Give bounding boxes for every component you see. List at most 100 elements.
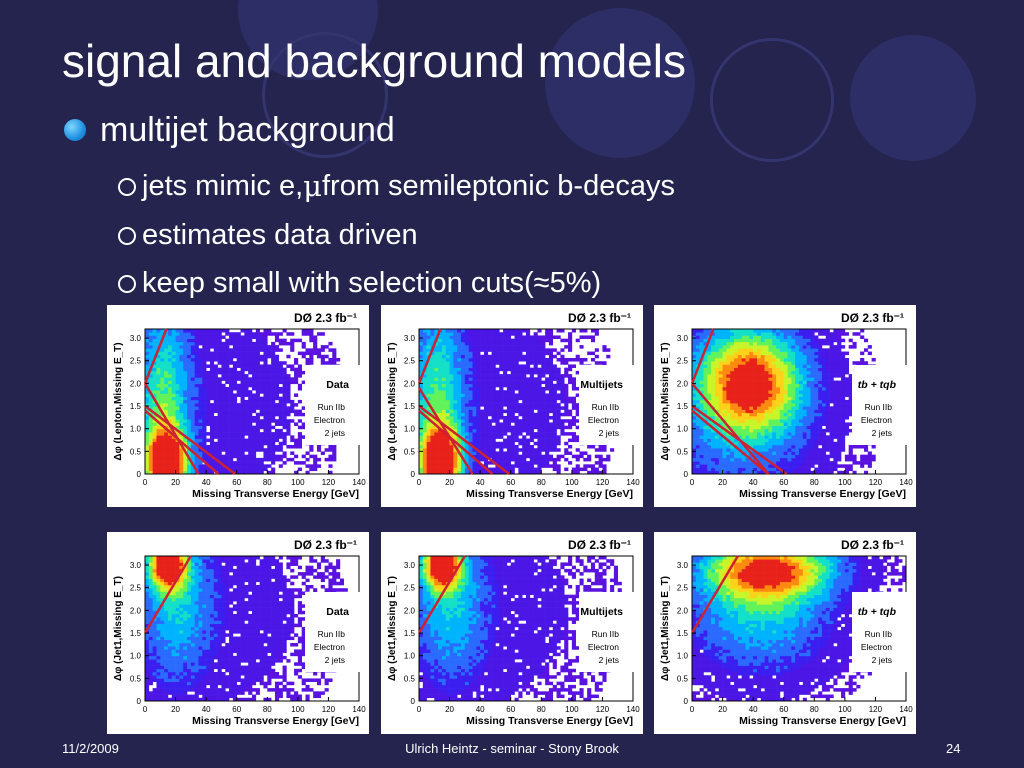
histogram-bin bbox=[476, 428, 481, 433]
histogram-bin bbox=[457, 457, 462, 462]
histogram-bin bbox=[179, 409, 184, 414]
histogram-bin bbox=[194, 425, 199, 430]
histogram-bin bbox=[768, 406, 773, 410]
histogram-bin bbox=[263, 341, 268, 346]
histogram-bin bbox=[274, 409, 280, 414]
histogram-bin bbox=[503, 370, 508, 375]
histogram-bin bbox=[518, 377, 523, 381]
histogram-bin bbox=[575, 425, 580, 430]
histogram-bin bbox=[472, 461, 477, 465]
histogram-bin bbox=[714, 374, 720, 378]
histogram-bin bbox=[221, 419, 226, 423]
histogram-bin bbox=[449, 361, 454, 365]
histogram-bin bbox=[156, 367, 161, 372]
histogram-bin bbox=[699, 377, 704, 381]
histogram-bin bbox=[213, 428, 218, 433]
histogram-bin bbox=[564, 374, 569, 378]
histogram-bin bbox=[707, 348, 712, 352]
histogram-bin bbox=[718, 341, 723, 346]
histogram-bin bbox=[776, 367, 781, 372]
histogram-bin bbox=[267, 454, 272, 459]
histogram-bin bbox=[187, 335, 192, 339]
histogram-bin bbox=[240, 406, 245, 410]
histogram-bin bbox=[263, 422, 268, 426]
histogram-bin bbox=[783, 467, 788, 472]
histogram-bin bbox=[730, 393, 735, 397]
histogram-bin bbox=[718, 409, 723, 414]
histogram-bin bbox=[202, 441, 207, 446]
histogram-bin bbox=[263, 396, 268, 401]
histogram-bin bbox=[171, 409, 176, 414]
histogram-bin bbox=[236, 351, 241, 356]
histogram-bin bbox=[297, 432, 302, 436]
histogram-bin bbox=[225, 387, 230, 391]
histogram-bin bbox=[167, 358, 173, 362]
histogram-bin bbox=[468, 390, 473, 394]
histogram-bin bbox=[419, 364, 424, 368]
histogram-bin bbox=[225, 403, 230, 407]
histogram-bin bbox=[457, 358, 462, 362]
histogram-bin bbox=[445, 393, 450, 397]
histogram-bin bbox=[148, 438, 153, 443]
histogram-bin bbox=[487, 445, 492, 449]
histogram-bin bbox=[229, 464, 234, 468]
histogram-bin bbox=[756, 416, 762, 420]
histogram-bin bbox=[776, 416, 781, 420]
histogram-bin bbox=[278, 341, 283, 346]
histogram-bin bbox=[776, 412, 781, 417]
histogram-bin bbox=[430, 454, 435, 459]
histogram-bin bbox=[734, 338, 739, 343]
histogram-bin bbox=[707, 361, 712, 365]
histogram-bin bbox=[506, 464, 512, 468]
histogram-bin bbox=[483, 354, 489, 359]
histogram-bin bbox=[164, 457, 169, 462]
histogram-bin bbox=[779, 374, 785, 378]
histogram-bin bbox=[779, 445, 785, 449]
cut-line bbox=[417, 328, 442, 384]
histogram-bin bbox=[730, 396, 735, 401]
histogram-bin bbox=[305, 464, 310, 468]
histogram-bin bbox=[209, 412, 215, 417]
histogram-bin bbox=[464, 412, 469, 417]
histogram-bin bbox=[541, 351, 546, 356]
histogram-bin bbox=[764, 354, 769, 359]
histogram-bin bbox=[263, 406, 268, 410]
histogram-bin bbox=[164, 364, 169, 368]
histogram-bin bbox=[271, 399, 276, 404]
histogram-bin bbox=[510, 432, 515, 436]
histogram-bin bbox=[692, 428, 697, 433]
histogram-bin bbox=[491, 403, 496, 407]
histogram-bin bbox=[244, 419, 249, 423]
histogram-bin bbox=[252, 457, 257, 462]
histogram-bin bbox=[225, 470, 230, 475]
histogram-bin bbox=[741, 370, 746, 375]
histogram-bin bbox=[179, 412, 184, 417]
histogram-bin bbox=[183, 354, 188, 359]
histogram-bin bbox=[171, 448, 176, 452]
histogram-bin bbox=[541, 393, 546, 397]
histogram-bin bbox=[699, 457, 704, 462]
histogram-bin bbox=[167, 393, 173, 397]
histogram-bin bbox=[229, 448, 234, 452]
decorative-ring bbox=[710, 38, 834, 162]
histogram-bin bbox=[244, 364, 249, 368]
histogram-bin bbox=[722, 464, 727, 468]
histogram-bin bbox=[548, 393, 554, 397]
histogram-bin bbox=[271, 451, 276, 455]
histogram-bin bbox=[236, 377, 241, 381]
histogram-bin bbox=[476, 348, 481, 352]
histogram-bin bbox=[267, 399, 272, 404]
histogram-bin bbox=[571, 467, 576, 472]
histogram-bin bbox=[263, 345, 268, 349]
histogram-bin bbox=[749, 396, 754, 401]
histogram-bin bbox=[313, 338, 318, 343]
histogram-bin bbox=[571, 329, 576, 333]
cut-line bbox=[418, 409, 494, 475]
decorative-circle bbox=[850, 35, 976, 161]
histogram-bin bbox=[783, 403, 788, 407]
histogram-bin bbox=[480, 367, 485, 372]
histogram-bin bbox=[148, 348, 153, 352]
histogram-bin bbox=[795, 467, 800, 472]
histogram-bin bbox=[499, 377, 504, 381]
histogram-bin bbox=[313, 457, 318, 462]
